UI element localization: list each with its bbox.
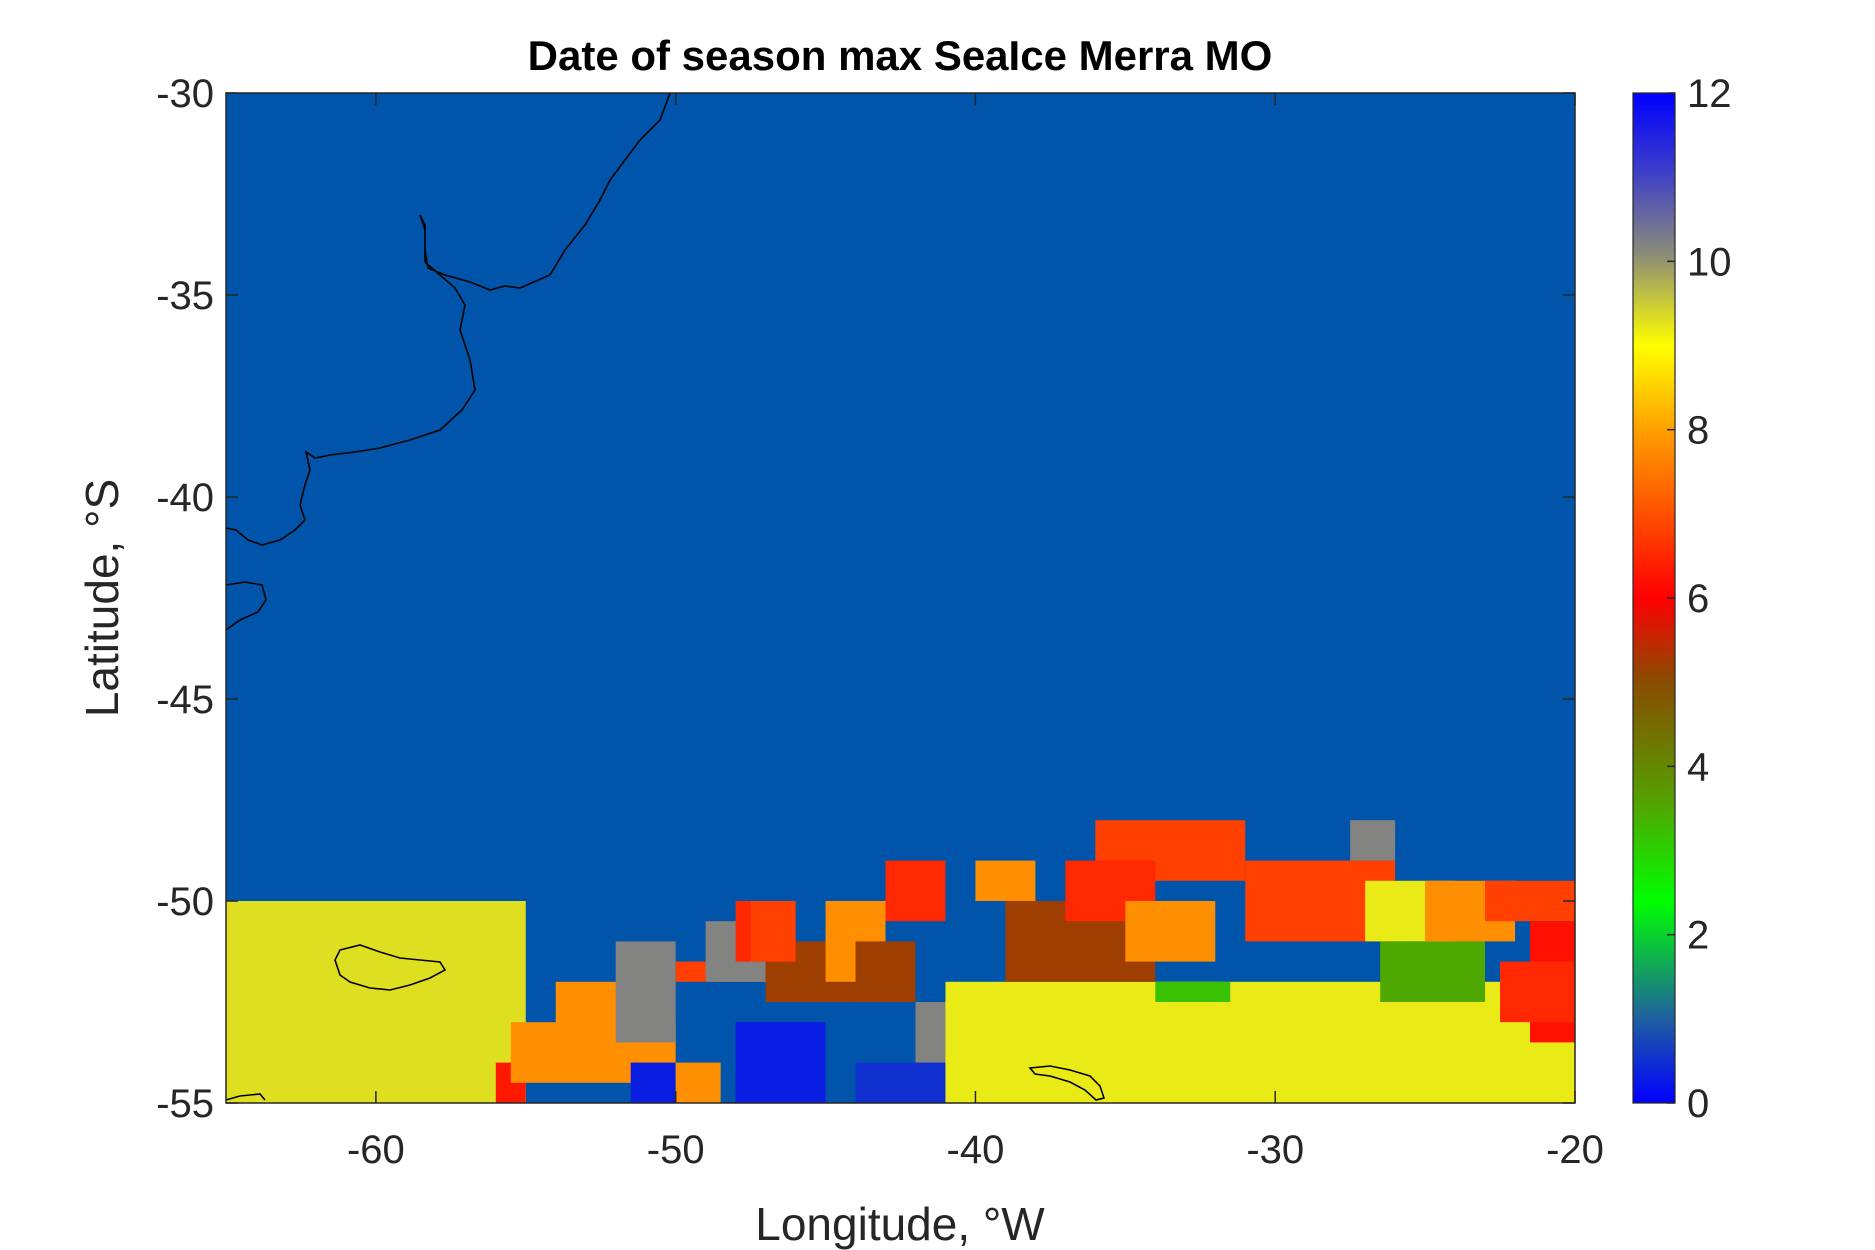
y-tick-label: -30 (156, 72, 214, 116)
coastline-tierra-del-fuego (226, 1093, 266, 1101)
x-tick-label: -50 (647, 1128, 705, 1172)
heatmap-cell (1125, 901, 1216, 962)
x-tick-label: -40 (947, 1128, 1005, 1172)
heatmap-cell (885, 860, 946, 922)
heatmap-cell (735, 1022, 826, 1103)
x-axis-label: Longitude, °W (755, 1198, 1045, 1250)
heatmap-cell (1500, 961, 1575, 1023)
heatmap-cell (630, 1062, 676, 1103)
colorbar-tick-label: 4 (1687, 745, 1709, 789)
x-axis: -60 -50 -40 -30 -20 (347, 93, 1604, 1172)
y-axis-label: Latitude, °S (76, 479, 128, 717)
heatmap-cell (1380, 941, 1486, 1002)
heatmap-cell (1485, 880, 1575, 922)
plot-frame (225, 92, 1576, 1104)
heatmap-cell (1350, 820, 1396, 861)
colorbar-tick-label: 0 (1687, 1082, 1709, 1126)
colorbar-tick-label: 6 (1687, 577, 1709, 621)
heatmap-cell (750, 901, 796, 962)
y-tick-label: -55 (156, 1082, 214, 1126)
y-tick-label: -50 (156, 880, 214, 924)
heatmap-cells (226, 820, 1575, 1103)
heatmap-cell (855, 941, 916, 1002)
coastlines (226, 93, 1106, 1101)
coastline-south-america (226, 93, 671, 546)
x-tick-label: -30 (1246, 1128, 1304, 1172)
y-tick-label: -35 (156, 274, 214, 318)
heatmap-cell (226, 901, 526, 1103)
heatmap-cell (855, 1062, 946, 1103)
heatmap-cell (1155, 981, 1231, 1002)
y-tick-label: -40 (156, 476, 214, 520)
x-tick-label: -60 (347, 1128, 405, 1172)
colorbar-tick-label: 8 (1687, 409, 1709, 453)
y-tick-label: -45 (156, 678, 214, 722)
y-axis: -30 -35 -40 -45 -50 -55 (156, 72, 1575, 1126)
x-tick-label: -20 (1546, 1128, 1604, 1172)
heatmap-cell (615, 941, 676, 1043)
colorbar-ticks: 0 2 4 6 8 10 12 (1667, 72, 1732, 1126)
heatmap-cell (975, 860, 1036, 901)
coastline-peninsula (226, 581, 267, 631)
chart-title: Date of season max SeaIce Merra MO (528, 32, 1273, 79)
colorbar-tick-label: 2 (1687, 914, 1709, 958)
colorbar-tick-label: 10 (1687, 240, 1732, 284)
coastline-south-georgia (1028, 1065, 1106, 1101)
heatmap-cell (675, 1062, 721, 1103)
colorbar-tick-label: 12 (1687, 72, 1732, 116)
coastline-falklands (334, 944, 447, 991)
